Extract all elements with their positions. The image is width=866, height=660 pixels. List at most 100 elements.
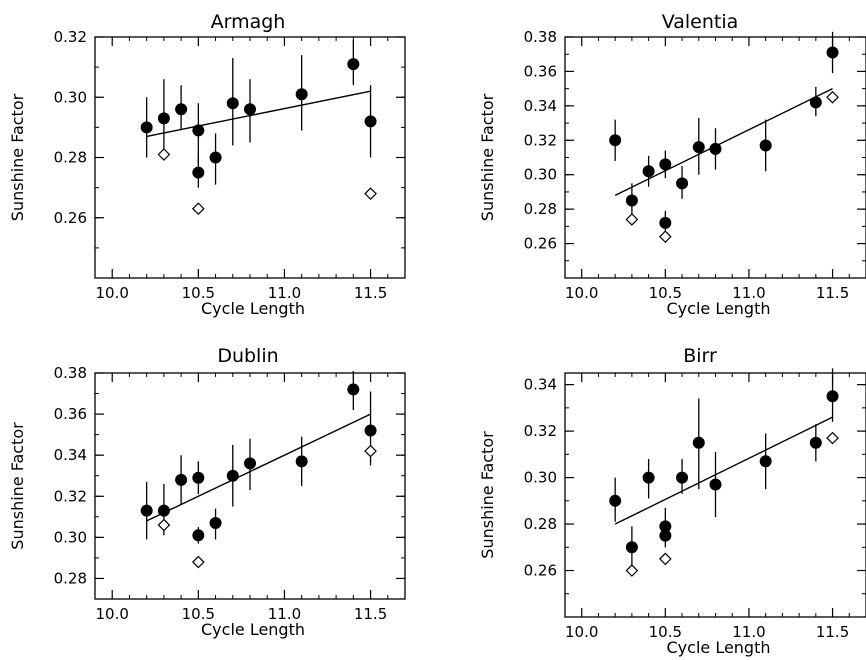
x-tick-label: 10.5 bbox=[182, 284, 215, 302]
y-tick-label: 0.38 bbox=[54, 364, 87, 382]
diamond-point bbox=[157, 518, 171, 532]
y-tick-label: 0.34 bbox=[524, 97, 557, 115]
data-point bbox=[759, 139, 772, 152]
data-point bbox=[809, 436, 822, 449]
data-point bbox=[809, 96, 822, 109]
y-tick-label: 0.36 bbox=[54, 405, 87, 423]
data-point bbox=[659, 529, 672, 542]
data-point bbox=[826, 390, 839, 403]
data-point bbox=[659, 158, 672, 171]
diamond-point bbox=[658, 552, 672, 566]
x-tick-label: 10.5 bbox=[649, 284, 682, 302]
y-tick-label: 0.34 bbox=[524, 376, 557, 394]
data-point bbox=[140, 121, 153, 134]
data-point bbox=[192, 124, 205, 137]
x-tick-label: 10.0 bbox=[565, 284, 598, 302]
data-point bbox=[642, 471, 655, 484]
data-point bbox=[209, 516, 222, 529]
y-tick-label: 0.30 bbox=[524, 469, 557, 487]
data-point bbox=[295, 455, 308, 468]
y-tick-label: 0.34 bbox=[54, 446, 87, 464]
data-point bbox=[157, 504, 170, 517]
diamond-point bbox=[826, 431, 839, 445]
x-tick-label: 10.5 bbox=[649, 623, 682, 641]
y-tick-label: 0.30 bbox=[54, 528, 87, 546]
x-tick-labels: 10.0 10.5 11.0 11.5 bbox=[565, 623, 849, 641]
y-tick-label: 0.32 bbox=[524, 131, 557, 149]
plot-area bbox=[564, 368, 866, 618]
y-tick-label: 0.28 bbox=[524, 515, 557, 533]
diamond-point bbox=[625, 213, 639, 226]
panel-valentia: Valentia Sunshine Factor Cycle Length 10… bbox=[478, 11, 866, 318]
data-point bbox=[226, 469, 239, 482]
data-point bbox=[625, 541, 638, 554]
panel-dublin: Dublin Sunshine Factor Cycle Length 10.0… bbox=[8, 345, 406, 639]
x-tick-label: 11.0 bbox=[268, 284, 301, 302]
panel-birr: Birr Sunshine Factor Cycle Length 10.0 1… bbox=[478, 345, 866, 657]
diamond-point bbox=[191, 202, 205, 216]
diamond-point bbox=[157, 148, 171, 161]
y-tick-label: 0.30 bbox=[524, 166, 557, 184]
data-point bbox=[709, 478, 722, 491]
y-tick-labels: 0.28 0.30 0.32 0.34 0.36 0.38 bbox=[54, 364, 87, 587]
x-tick-label: 11.5 bbox=[354, 605, 387, 623]
x-tick-label: 10.0 bbox=[565, 623, 598, 641]
y-axis-label: Sunshine Factor bbox=[8, 93, 27, 221]
data-point bbox=[140, 504, 153, 517]
diamond-point bbox=[364, 444, 377, 458]
data-point bbox=[244, 457, 256, 470]
plot-area bbox=[94, 36, 406, 279]
y-tick-label: 0.36 bbox=[524, 62, 557, 80]
data-point bbox=[364, 424, 377, 437]
data-point bbox=[659, 216, 672, 229]
x-tick-labels: 10.0 10.5 11.0 11.5 bbox=[96, 605, 388, 623]
x-tick-labels: 10.0 10.5 11.0 11.5 bbox=[565, 284, 849, 302]
data-point bbox=[295, 88, 308, 101]
data-point bbox=[226, 97, 239, 110]
plot-area bbox=[564, 31, 866, 279]
data-point bbox=[175, 473, 188, 486]
data-point bbox=[676, 471, 689, 484]
data-point bbox=[692, 436, 705, 449]
diamond-point bbox=[658, 230, 672, 244]
data-point bbox=[676, 177, 689, 190]
y-tick-labels: 0.26 0.28 0.30 0.32 bbox=[54, 28, 87, 227]
x-tick-label: 11.5 bbox=[816, 623, 849, 641]
fit-line bbox=[614, 416, 833, 525]
data-point bbox=[209, 151, 222, 164]
data-point bbox=[759, 455, 772, 468]
y-tick-label: 0.32 bbox=[54, 28, 87, 46]
x-axis-label: Cycle Length bbox=[667, 299, 771, 318]
data-point bbox=[347, 58, 360, 71]
y-tick-label: 0.32 bbox=[54, 487, 87, 505]
diamond-point bbox=[191, 555, 205, 569]
y-tick-label: 0.32 bbox=[524, 422, 557, 440]
data-point bbox=[192, 529, 205, 542]
data-point bbox=[192, 471, 205, 484]
panel-armagh: Armagh Sunshine Factor Cycle Length 10.0… bbox=[8, 11, 406, 318]
panel-title: Birr bbox=[683, 345, 717, 367]
data-point bbox=[625, 194, 638, 207]
data-point bbox=[609, 494, 622, 507]
data-point bbox=[609, 134, 622, 147]
data-point bbox=[364, 115, 377, 128]
data-point bbox=[642, 165, 655, 178]
data-point bbox=[347, 383, 360, 396]
y-tick-labels: 0.26 0.28 0.30 0.32 0.34 bbox=[524, 376, 557, 580]
x-tick-label: 10.5 bbox=[182, 605, 215, 623]
diamond-point bbox=[826, 90, 839, 104]
x-tick-label: 11.0 bbox=[732, 284, 765, 302]
data-point bbox=[709, 142, 722, 155]
y-tick-label: 0.28 bbox=[524, 200, 557, 218]
x-tick-label: 11.0 bbox=[732, 623, 765, 641]
y-tick-label: 0.26 bbox=[524, 235, 557, 253]
data-point bbox=[826, 46, 839, 59]
x-tick-label: 11.5 bbox=[816, 284, 849, 302]
panel-title: Dublin bbox=[217, 345, 278, 367]
data-point bbox=[175, 103, 188, 116]
y-tick-label: 0.28 bbox=[54, 569, 87, 587]
y-tick-label: 0.38 bbox=[524, 28, 557, 46]
data-point bbox=[692, 141, 705, 154]
y-tick-label: 0.28 bbox=[54, 149, 87, 167]
